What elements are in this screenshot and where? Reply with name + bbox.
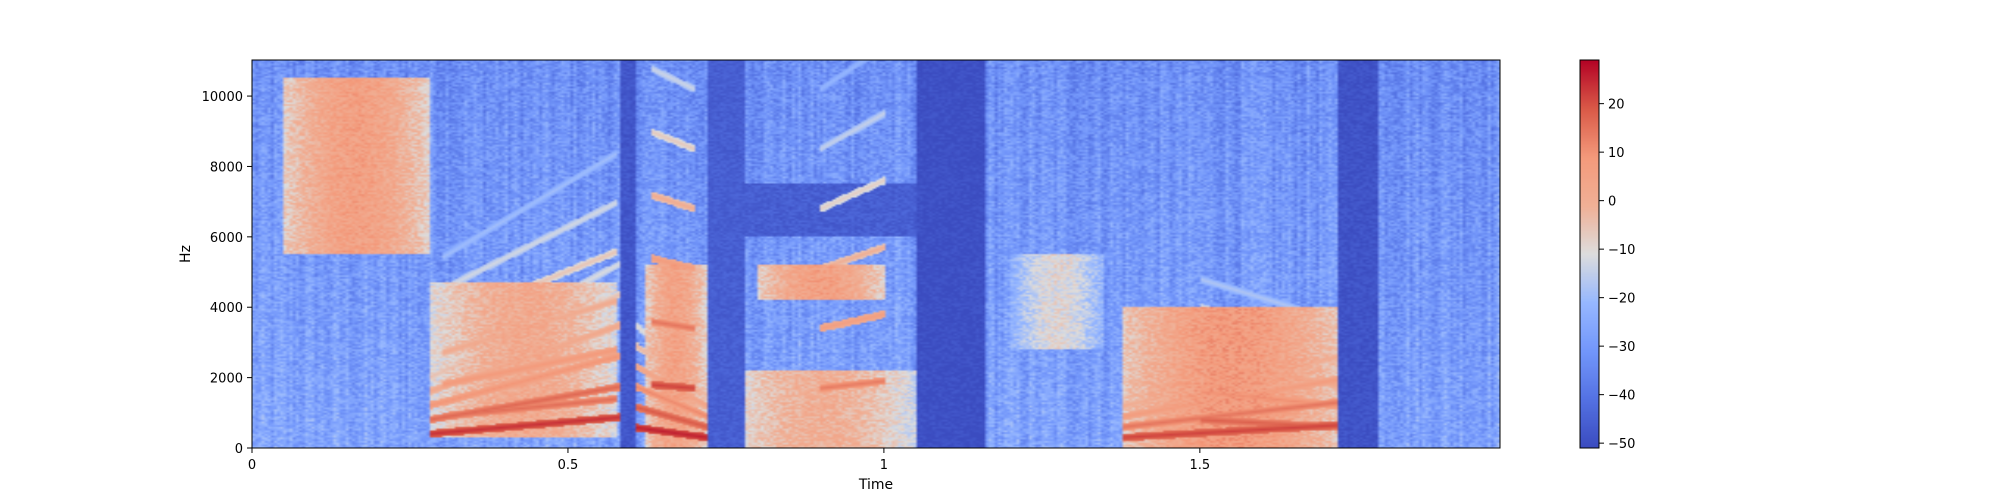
spectrogram-plot-area — [251, 59, 1501, 449]
plot-frame — [251, 59, 1501, 449]
x-tick-label: 0 — [248, 458, 256, 473]
colorbar-ticks: 20 10 0 −10 −20 −30 −40 −50 — [1599, 98, 1635, 452]
y-tick-label: 10000 — [202, 90, 243, 105]
y-tick-label: 2000 — [210, 372, 243, 387]
x-tick-label: 1 — [880, 458, 888, 473]
colorbar-tick-label: 10 — [1608, 146, 1625, 161]
colorbar-gradient — [1580, 60, 1599, 448]
y-tick-label: 8000 — [210, 160, 243, 175]
colorbar-tick-label: −10 — [1608, 243, 1635, 258]
x-tick-label: 0.5 — [558, 458, 579, 473]
y-axis-label: Hz — [178, 245, 194, 263]
colorbar-tick-label: −50 — [1608, 437, 1635, 452]
colorbar: 20 10 0 −10 −20 −30 −40 −50 — [1579, 59, 1635, 452]
spectrogram-heatmap — [252, 60, 1500, 448]
y-tick-label: 6000 — [210, 231, 243, 246]
x-axis-label: Time — [858, 477, 893, 493]
colorbar-tick-label: −20 — [1608, 292, 1635, 307]
colorbar-tick-label: −40 — [1608, 389, 1635, 404]
x-tick-label: 1.5 — [1190, 458, 1211, 473]
x-axis: 0 0.5 1 1.5 — [248, 448, 1210, 473]
colorbar-tick-label: −30 — [1608, 340, 1635, 355]
colorbar-tick-label: 0 — [1608, 195, 1616, 210]
y-tick-label: 4000 — [210, 301, 243, 316]
y-tick-label: 0 — [235, 442, 243, 457]
colorbar-tick-label: 20 — [1608, 98, 1625, 113]
y-axis: 0 2000 4000 6000 8000 10000 — [202, 90, 252, 457]
colorbar-frame — [1579, 59, 1600, 449]
